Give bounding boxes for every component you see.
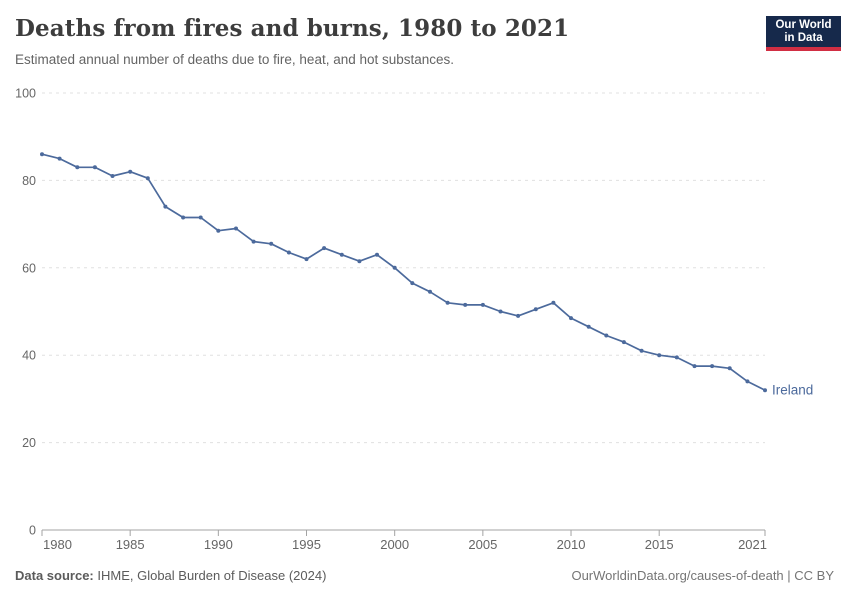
data-point[interactable] [480,302,485,307]
data-point[interactable] [234,226,238,231]
data-point[interactable] [304,257,309,262]
data-point[interactable] [586,324,591,329]
data-point[interactable] [163,204,168,209]
data-point[interactable] [128,169,133,174]
data-point[interactable] [745,379,750,384]
page-title: Deaths from fires and burns, 1980 to 202… [15,15,570,42]
data-point[interactable] [533,307,538,312]
data-point[interactable] [145,176,150,181]
data-point[interactable] [40,152,44,157]
data-point[interactable] [181,215,186,220]
data-point[interactable] [286,250,291,255]
x-axis-tick-label: 2005 [468,537,497,552]
x-axis-tick-label: 1980 [43,537,72,552]
data-point[interactable] [216,228,221,233]
y-axis-tick-label: 0 [29,524,36,538]
owid-logo-line1: Our World [775,18,832,31]
y-axis-tick-label: 80 [22,174,36,188]
data-source: Data source: IHME, Global Burden of Dise… [15,568,326,583]
data-point[interactable] [339,252,344,257]
data-point[interactable] [639,348,644,353]
x-axis-tick-label: 1995 [292,537,321,552]
x-axis-tick-label: 1990 [204,537,233,552]
trend-line[interactable] [41,153,766,391]
credit-link[interactable]: OurWorldinData.org/causes-of-death | CC … [571,568,834,583]
data-point[interactable] [75,165,80,170]
entity-label[interactable]: Ireland [772,383,813,398]
data-point[interactable] [657,353,662,358]
data-point[interactable] [498,309,503,314]
data-point[interactable] [445,300,450,305]
data-point[interactable] [392,265,397,270]
data-point[interactable] [410,281,415,286]
data-point[interactable] [763,388,767,393]
data-point[interactable] [428,289,432,294]
data-source-text: IHME, Global Burden of Disease (2024) [93,568,327,583]
owid-logo-line2: in Data [784,31,823,44]
data-point[interactable] [269,241,274,246]
data-point[interactable] [604,333,609,338]
data-point[interactable] [198,215,203,220]
x-axis-tick-label: 2015 [645,537,674,552]
y-axis-tick-label: 60 [22,261,36,275]
data-point[interactable] [621,340,626,345]
data-point[interactable] [322,246,327,251]
chart-subtitle: Estimated annual number of deaths due to… [15,52,455,67]
data-point[interactable] [357,259,362,264]
data-point[interactable] [251,239,256,244]
data-point[interactable] [551,300,556,305]
x-axis-tick-label: 2021 [738,537,767,552]
data-point[interactable] [375,252,379,257]
data-point[interactable] [516,313,521,318]
data-point[interactable] [463,302,468,307]
y-axis-tick-label: 100 [15,87,36,101]
data-point[interactable] [569,316,573,321]
x-axis-tick-label: 1985 [116,537,145,552]
data-point[interactable] [727,366,732,371]
data-point[interactable] [710,364,715,369]
x-axis-tick-label: 2000 [380,537,409,552]
data-point[interactable] [92,165,97,170]
data-point[interactable] [674,355,679,360]
owid-logo[interactable]: Our World in Data [766,16,841,51]
data-point[interactable] [57,156,62,161]
data-source-label: Data source: [15,568,94,583]
y-axis-tick-label: 20 [22,436,36,450]
x-axis-tick-label: 2010 [557,537,586,552]
data-point[interactable] [692,364,697,369]
y-axis-tick-label: 40 [22,349,36,363]
data-point[interactable] [110,174,115,178]
